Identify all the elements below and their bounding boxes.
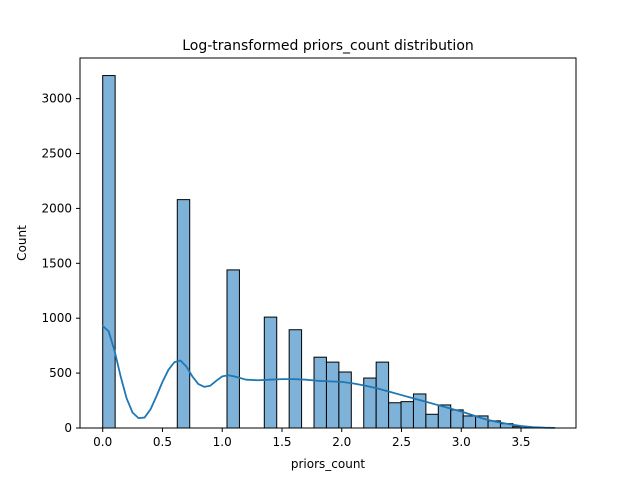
histogram-bar: [426, 414, 438, 428]
histogram-bar: [401, 402, 413, 428]
y-tick-label: 1000: [41, 311, 72, 325]
histogram-bar: [227, 270, 239, 428]
histogram-bar: [264, 317, 276, 428]
histogram-bar: [389, 403, 401, 428]
x-tick-label: 3.5: [511, 435, 530, 449]
y-tick-label: 2000: [41, 201, 72, 215]
chart-title: Log-transformed priors_count distributio…: [182, 38, 474, 54]
histogram-bar: [463, 416, 475, 428]
y-tick-label: 1500: [41, 256, 72, 270]
histogram-bar: [451, 410, 463, 428]
histogram-bar: [177, 200, 189, 428]
x-tick-label: 1.0: [213, 435, 232, 449]
y-axis-label: Count: [15, 225, 29, 261]
x-tick-label: 2.5: [392, 435, 411, 449]
histogram-bar: [339, 372, 351, 428]
histogram-bar: [314, 357, 326, 428]
x-axis-label: priors_count: [291, 457, 366, 471]
x-tick-label: 3.0: [452, 435, 471, 449]
x-tick-label: 0.0: [93, 435, 112, 449]
histogram-bar: [103, 76, 115, 428]
histogram-bar: [326, 362, 338, 428]
x-tick-label: 2.0: [332, 435, 351, 449]
y-tick-label: 3000: [41, 92, 72, 106]
y-tick-label: 0: [64, 421, 72, 435]
histogram-bar: [376, 362, 388, 428]
y-tick-label: 500: [49, 366, 72, 380]
y-tick-label: 2500: [41, 147, 72, 161]
x-tick-label: 0.5: [153, 435, 172, 449]
x-tick-label: 1.5: [272, 435, 291, 449]
